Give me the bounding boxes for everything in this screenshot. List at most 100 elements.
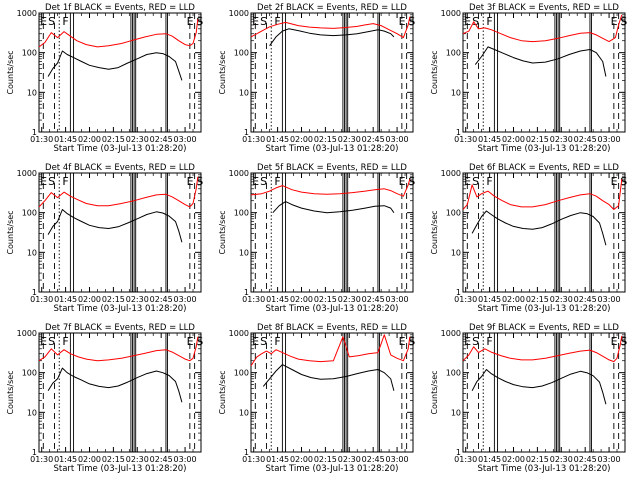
marker-label: S: [472, 335, 479, 348]
y-tick-label: 10: [451, 88, 461, 97]
x-tick-label: 02:30: [550, 135, 573, 144]
x-tick-label: 01:45: [266, 455, 289, 464]
marker-label: E: [399, 15, 406, 28]
x-tick-label: 02:45: [150, 135, 173, 144]
x-tick-label: 01:45: [54, 295, 77, 304]
plot-frame: [250, 12, 414, 133]
x-tick-label: 02:30: [550, 295, 573, 304]
x-axis-label: Start Time (03-Jul-13 01:28:20): [478, 144, 611, 154]
x-tick-label: 02:00: [290, 295, 313, 304]
x-tick-label: 01:45: [266, 135, 289, 144]
y-tick-label: 10: [451, 248, 461, 257]
y-tick-label: 1000: [229, 169, 249, 178]
series-line-events: [269, 28, 395, 46]
y-tick-label: 1000: [17, 169, 37, 178]
x-tick-label: 01:30: [242, 135, 265, 144]
x-axis-label: Start Time (03-Jul-13 01:28:20): [54, 464, 187, 474]
x-tick-label: 02:45: [574, 295, 597, 304]
marker-label: S: [196, 15, 203, 28]
marker-label: S: [260, 15, 267, 28]
y-tick-label: 1000: [441, 9, 461, 18]
marker-label: S: [48, 15, 55, 28]
y-axis-label: Counts/sec: [6, 210, 15, 254]
x-tick-label: 01:30: [30, 295, 53, 304]
y-tick-label: 100: [22, 209, 37, 218]
y-tick-label: 10: [239, 248, 249, 257]
y-tick-label: 100: [234, 49, 249, 58]
series-line-lld: [250, 16, 411, 39]
panel-7: Det 7f BLACK = Events, RED = LLD 1 10 100 10…: [6, 323, 203, 474]
y-tick-label: 100: [22, 49, 37, 58]
series-line-events: [47, 209, 183, 243]
x-tick-label: 01:30: [30, 455, 53, 464]
marker-label: E: [252, 175, 259, 188]
series-line-lld: [38, 19, 199, 48]
x-tick-label: 02:30: [126, 135, 149, 144]
marker-label: S: [196, 175, 203, 188]
x-tick-label: 02:30: [126, 295, 149, 304]
y-tick-label: 10: [27, 248, 37, 257]
plot-frame: [462, 12, 626, 133]
series-line-lld: [462, 14, 623, 43]
y-tick-label: 1: [32, 288, 37, 297]
series-line-lld: [38, 176, 199, 208]
x-tick-label: 02:00: [78, 455, 101, 464]
plot-frame: [462, 332, 626, 453]
series-line-events: [272, 201, 395, 214]
x-tick-label: 02:15: [314, 295, 337, 304]
panel-title: Det 1f BLACK = Events, RED = LLD: [45, 3, 195, 13]
panel-title: Det 5f BLACK = Events, RED = LLD: [257, 163, 407, 173]
x-tick-label: 01:30: [30, 135, 53, 144]
series-line-events: [471, 369, 607, 405]
series-line-events: [47, 367, 183, 403]
marker-label: E: [611, 15, 618, 28]
panel-9: Det 9f BLACK = Events, RED = LLD 1 10 100 10…: [430, 323, 627, 474]
marker-label: F: [486, 175, 492, 188]
panel-5: Det 5f BLACK = Events, RED = LLD 1 10 100 10…: [218, 163, 415, 314]
y-tick-label: 1000: [229, 329, 249, 338]
y-axis-label: Counts/sec: [430, 370, 439, 414]
x-tick-label: 02:00: [78, 135, 101, 144]
x-tick-label: 02:45: [362, 455, 385, 464]
marker-label: S: [620, 175, 627, 188]
x-axis-label: Start Time (03-Jul-13 01:28:20): [266, 304, 399, 314]
marker-label: E: [399, 175, 406, 188]
x-tick-label: 02:15: [102, 295, 125, 304]
panel-title: Det 4f BLACK = Events, RED = LLD: [45, 163, 195, 173]
x-tick-label: 03:00: [386, 295, 409, 304]
x-tick-label: 02:15: [314, 135, 337, 144]
x-tick-label: 02:15: [102, 135, 125, 144]
y-tick-label: 1: [32, 128, 37, 137]
x-tick-label: 02:30: [126, 455, 149, 464]
y-tick-label: 1000: [441, 329, 461, 338]
marker-label: E: [252, 335, 259, 348]
y-tick-label: 10: [451, 408, 461, 417]
marker-label: F: [274, 335, 280, 348]
y-tick-label: 100: [234, 209, 249, 218]
x-tick-label: 02:30: [338, 455, 361, 464]
y-tick-label: 10: [239, 88, 249, 97]
x-tick-label: 02:00: [78, 295, 101, 304]
x-tick-label: 03:00: [174, 295, 197, 304]
x-tick-label: 02:30: [550, 455, 573, 464]
x-tick-label: 01:45: [54, 455, 77, 464]
x-tick-label: 02:15: [526, 455, 549, 464]
x-axis-label: Start Time (03-Jul-13 01:28:20): [54, 144, 187, 154]
x-tick-label: 02:45: [574, 135, 597, 144]
x-tick-label: 02:15: [526, 135, 549, 144]
marker-label: E: [187, 15, 194, 28]
x-tick-label: 01:30: [242, 295, 265, 304]
x-tick-label: 02:45: [362, 135, 385, 144]
panel-title: Det 2f BLACK = Events, RED = LLD: [257, 3, 407, 13]
marker-label: S: [48, 175, 55, 188]
y-tick-label: 10: [27, 408, 37, 417]
marker-label: E: [464, 175, 471, 188]
marker-label: E: [40, 335, 47, 348]
marker-label: E: [464, 335, 471, 348]
x-axis-label: Start Time (03-Jul-13 01:28:20): [266, 464, 399, 474]
x-tick-label: 02:45: [574, 455, 597, 464]
marker-label: E: [611, 335, 618, 348]
x-tick-label: 03:00: [598, 295, 621, 304]
plot-frame: [38, 172, 202, 293]
y-tick-label: 1000: [441, 169, 461, 178]
